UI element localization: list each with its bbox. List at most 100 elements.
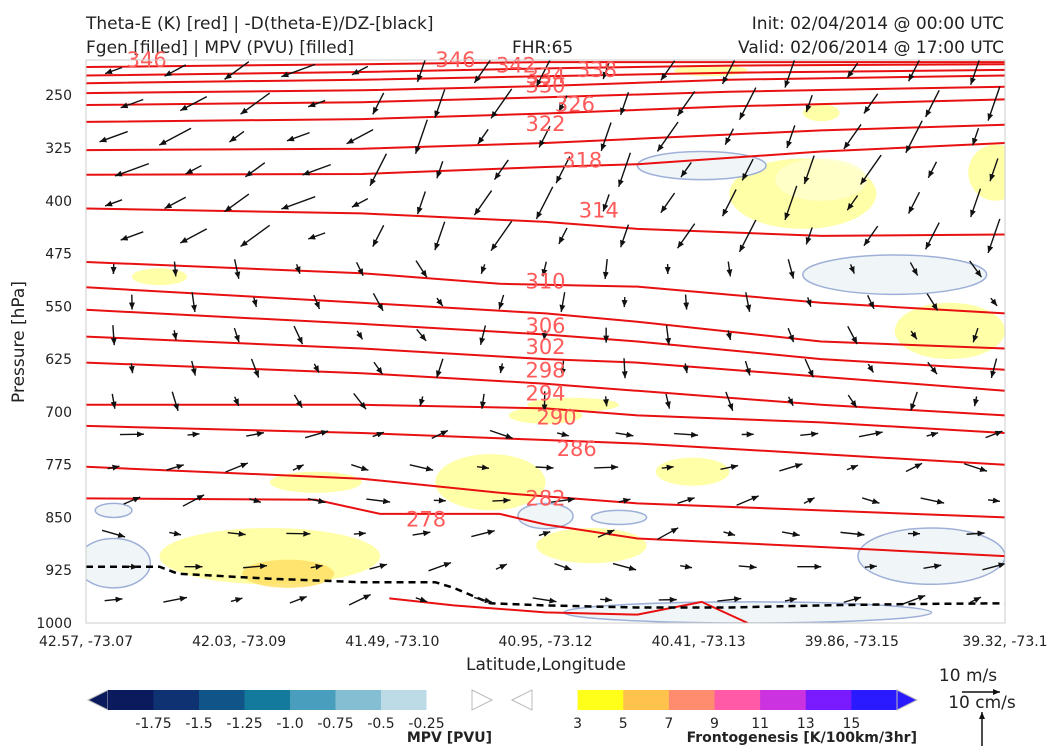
wind-vector <box>744 360 751 376</box>
wind-vector <box>187 431 200 438</box>
wind-vector <box>805 94 813 113</box>
x-tick-label: 42.57, -73.07 <box>39 634 133 650</box>
wind-vector <box>656 527 679 541</box>
wind-vector <box>240 224 271 248</box>
frontogenesis-region <box>802 104 840 122</box>
wind-vector <box>436 161 444 179</box>
wind-vector <box>351 464 369 471</box>
wind-vector <box>717 596 742 603</box>
wind-vector <box>535 60 551 87</box>
wind-vector <box>104 199 123 207</box>
wind-vector <box>498 294 505 310</box>
wind-vector <box>244 162 266 178</box>
wind-vector <box>963 463 988 472</box>
theta-e-label: 294 <box>525 382 565 406</box>
wind-vector <box>602 61 610 80</box>
wind-vector <box>489 429 513 439</box>
wind-vector <box>172 261 179 277</box>
wind-vector <box>847 394 858 408</box>
wind-vector <box>532 597 557 604</box>
wind-vector <box>982 562 1005 571</box>
wind-vector <box>166 464 184 471</box>
wind-vector <box>416 191 427 215</box>
wind-vector <box>107 464 120 471</box>
colorbar-label: -1.0 <box>276 716 303 732</box>
wind-vector <box>621 297 628 308</box>
x-tick-label: 39.32, -73.1 <box>962 634 1047 650</box>
theta-e-contour <box>86 123 1005 152</box>
wind-vector <box>863 225 879 247</box>
mpv-region <box>802 254 988 296</box>
wind-vector <box>366 498 391 505</box>
wind-vector <box>99 130 128 143</box>
wind-vector <box>924 89 940 118</box>
wind-vector <box>909 262 919 276</box>
wind-vector <box>558 95 568 112</box>
wind-vector <box>538 531 551 537</box>
wind-vector <box>972 127 980 146</box>
theta-e-label: 306 <box>525 314 565 338</box>
wind-vector <box>538 125 551 148</box>
wind-vector <box>683 294 690 310</box>
wind-vector <box>618 152 632 188</box>
wind-vector <box>471 529 495 538</box>
wind-vector <box>840 531 865 538</box>
wind-vector <box>476 464 490 471</box>
theta-e-label: 310 <box>525 270 565 294</box>
wind-vector <box>920 497 945 505</box>
theta-e-label: 286 <box>557 437 597 461</box>
wind-vector <box>985 430 1003 439</box>
wind-vector <box>910 391 918 412</box>
wind-vector <box>615 431 634 438</box>
wind-vector <box>104 66 123 75</box>
wind-vector <box>736 495 759 506</box>
wind-vector <box>927 161 938 179</box>
wind-vector <box>490 88 513 119</box>
colorbar-swatch <box>577 690 624 710</box>
wind-vector <box>738 563 757 570</box>
wind-vector <box>724 128 735 146</box>
shaded-fields <box>86 64 1005 623</box>
wind-vector <box>969 260 983 278</box>
wind-vector <box>416 328 427 342</box>
wind-vector <box>969 596 982 604</box>
theta-e-contour <box>86 335 1005 392</box>
wind-vector <box>721 189 737 217</box>
wind-vector <box>803 155 815 185</box>
wind-vector <box>415 596 428 603</box>
wind-vector <box>786 125 796 149</box>
wind-vector <box>660 192 676 214</box>
wind-vector <box>923 563 942 570</box>
wind-vector <box>664 393 671 409</box>
wind-vector <box>907 191 921 214</box>
wind-vector <box>346 129 374 145</box>
wind-vector <box>970 60 980 85</box>
wind-vector <box>490 220 513 252</box>
wind-vector <box>480 264 487 274</box>
wind-vector <box>120 98 144 109</box>
wind-vector <box>559 360 566 376</box>
mpv-colorbar: -1.75 -1.5 -1.25 -1.0 -0.75 -0.5 -0.25 <box>86 689 494 732</box>
wind-vector <box>419 396 425 407</box>
mpv-region <box>857 527 1005 586</box>
wind-vector <box>436 297 444 307</box>
wind-vector <box>179 228 208 244</box>
wind-vector <box>843 596 862 603</box>
wind-vector <box>351 65 369 76</box>
colorbar-extend <box>86 689 109 711</box>
x-tick-label: 40.95, -73.12 <box>498 634 592 650</box>
x-axis-ticks: 42.57, -73.07 42.03, -73.09 41.49, -73.10 4… <box>39 634 1048 650</box>
wind-vector <box>164 64 187 77</box>
theta-e-label: 342 <box>496 54 536 78</box>
wind-vector <box>738 87 757 120</box>
colorbar-label: -0.25 <box>408 716 444 732</box>
wind-vector <box>784 597 797 603</box>
colorbar-swatch <box>335 690 382 710</box>
wind-vector <box>738 219 757 253</box>
wind-vector <box>600 596 613 603</box>
wind-vector <box>101 529 126 538</box>
y-tick-label: 475 <box>45 247 72 263</box>
wind-vector <box>185 164 202 175</box>
wind-vector <box>179 95 208 112</box>
colorbar-swatch <box>532 690 579 710</box>
